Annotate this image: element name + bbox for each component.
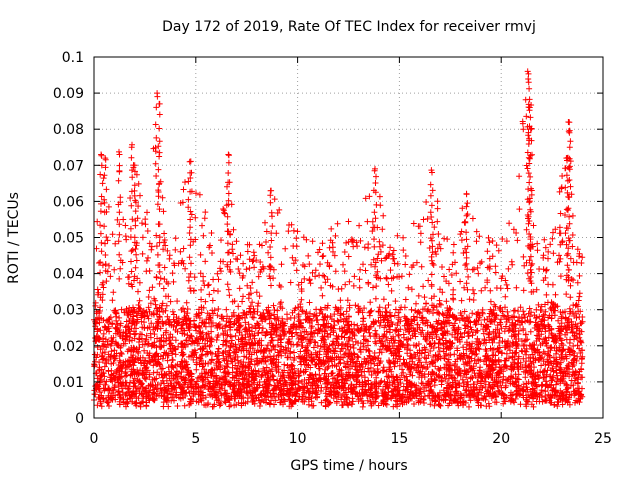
- x-tick-label: 10: [289, 431, 307, 447]
- y-tick-label: 0.05: [53, 231, 84, 247]
- y-tick-label: 0: [75, 411, 84, 427]
- y-tick-label: 0.04: [53, 267, 84, 283]
- y-tick-label: 0.01: [53, 375, 84, 391]
- chart-title: Day 172 of 2019, Rate Of TEC Index for r…: [162, 19, 536, 35]
- y-tick-label: 0.03: [53, 303, 84, 319]
- x-tick-label: 5: [191, 431, 200, 447]
- x-tick-label: 15: [390, 431, 408, 447]
- y-axis-label: ROTI / TECUs: [6, 192, 22, 284]
- y-tick-label: 0.08: [53, 122, 84, 138]
- x-tick-label: 0: [90, 431, 99, 447]
- x-axis-label: GPS time / hours: [290, 458, 407, 474]
- x-tick-label: 20: [492, 431, 510, 447]
- roti-points: [91, 68, 586, 410]
- x-tick-label: 25: [594, 431, 612, 447]
- y-tick-label: 0.09: [53, 86, 84, 102]
- y-tick-label: 0.06: [53, 194, 84, 210]
- data-points: [91, 68, 586, 410]
- tick-layer: 0 0.01 0.02 0.03 0.04 0.05 0.06 0.07 0.08 0.09 0.1…: [53, 50, 612, 447]
- y-tick-label: 0.1: [62, 50, 84, 66]
- y-tick-label: 0.07: [53, 158, 84, 174]
- y-tick-label: 0.02: [53, 339, 84, 355]
